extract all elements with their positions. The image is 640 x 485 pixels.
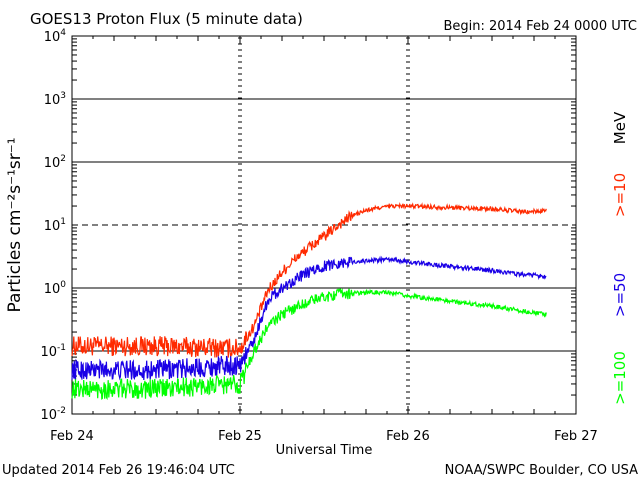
y-axis-label: Particles cm⁻²s⁻¹sr⁻¹ [5,137,25,312]
units-label: MeV [611,111,629,144]
series-layer [72,204,546,399]
chart-title: GOES13 Proton Flux (5 minute data) [30,10,303,28]
updated-label: Updated 2014 Feb 26 19:46:04 UTC [2,463,235,478]
begin-label: Begin: 2014 Feb 24 0000 UTC [443,19,637,34]
series-line [72,204,546,358]
x-tick-label: Feb 25 [218,429,262,444]
grid-layer [72,99,576,351]
source-label: NOAA/SWPC Boulder, CO USA [445,463,638,478]
x-tick-label: Feb 26 [386,429,430,444]
series-line [72,257,546,380]
y-tick-label: 10-1 [40,343,66,360]
y-tick-label: 102 [44,154,66,171]
y-tick-label: 100 [44,280,67,297]
legend-entry: >=100 [611,351,629,405]
y-tick-label: 101 [44,217,66,234]
y-tick-label: 10-2 [40,406,66,423]
legend-entry: >=50 [611,273,629,317]
y-tick-labels: 10-2 10-1 100 101 102 103 104 [40,28,66,423]
x-tick-label: Feb 27 [554,429,598,444]
y-tick-label: 103 [44,91,66,108]
legend: >=10 >=50 >=100 [611,173,629,405]
x-tick-labels: Feb 24 Feb 25 Feb 26 Feb 27 [50,429,598,444]
x-tick-label: Feb 24 [50,429,94,444]
y-tick-label: 104 [44,28,67,45]
legend-entry: >=10 [611,173,629,217]
x-axis-label: Universal Time [276,443,373,458]
